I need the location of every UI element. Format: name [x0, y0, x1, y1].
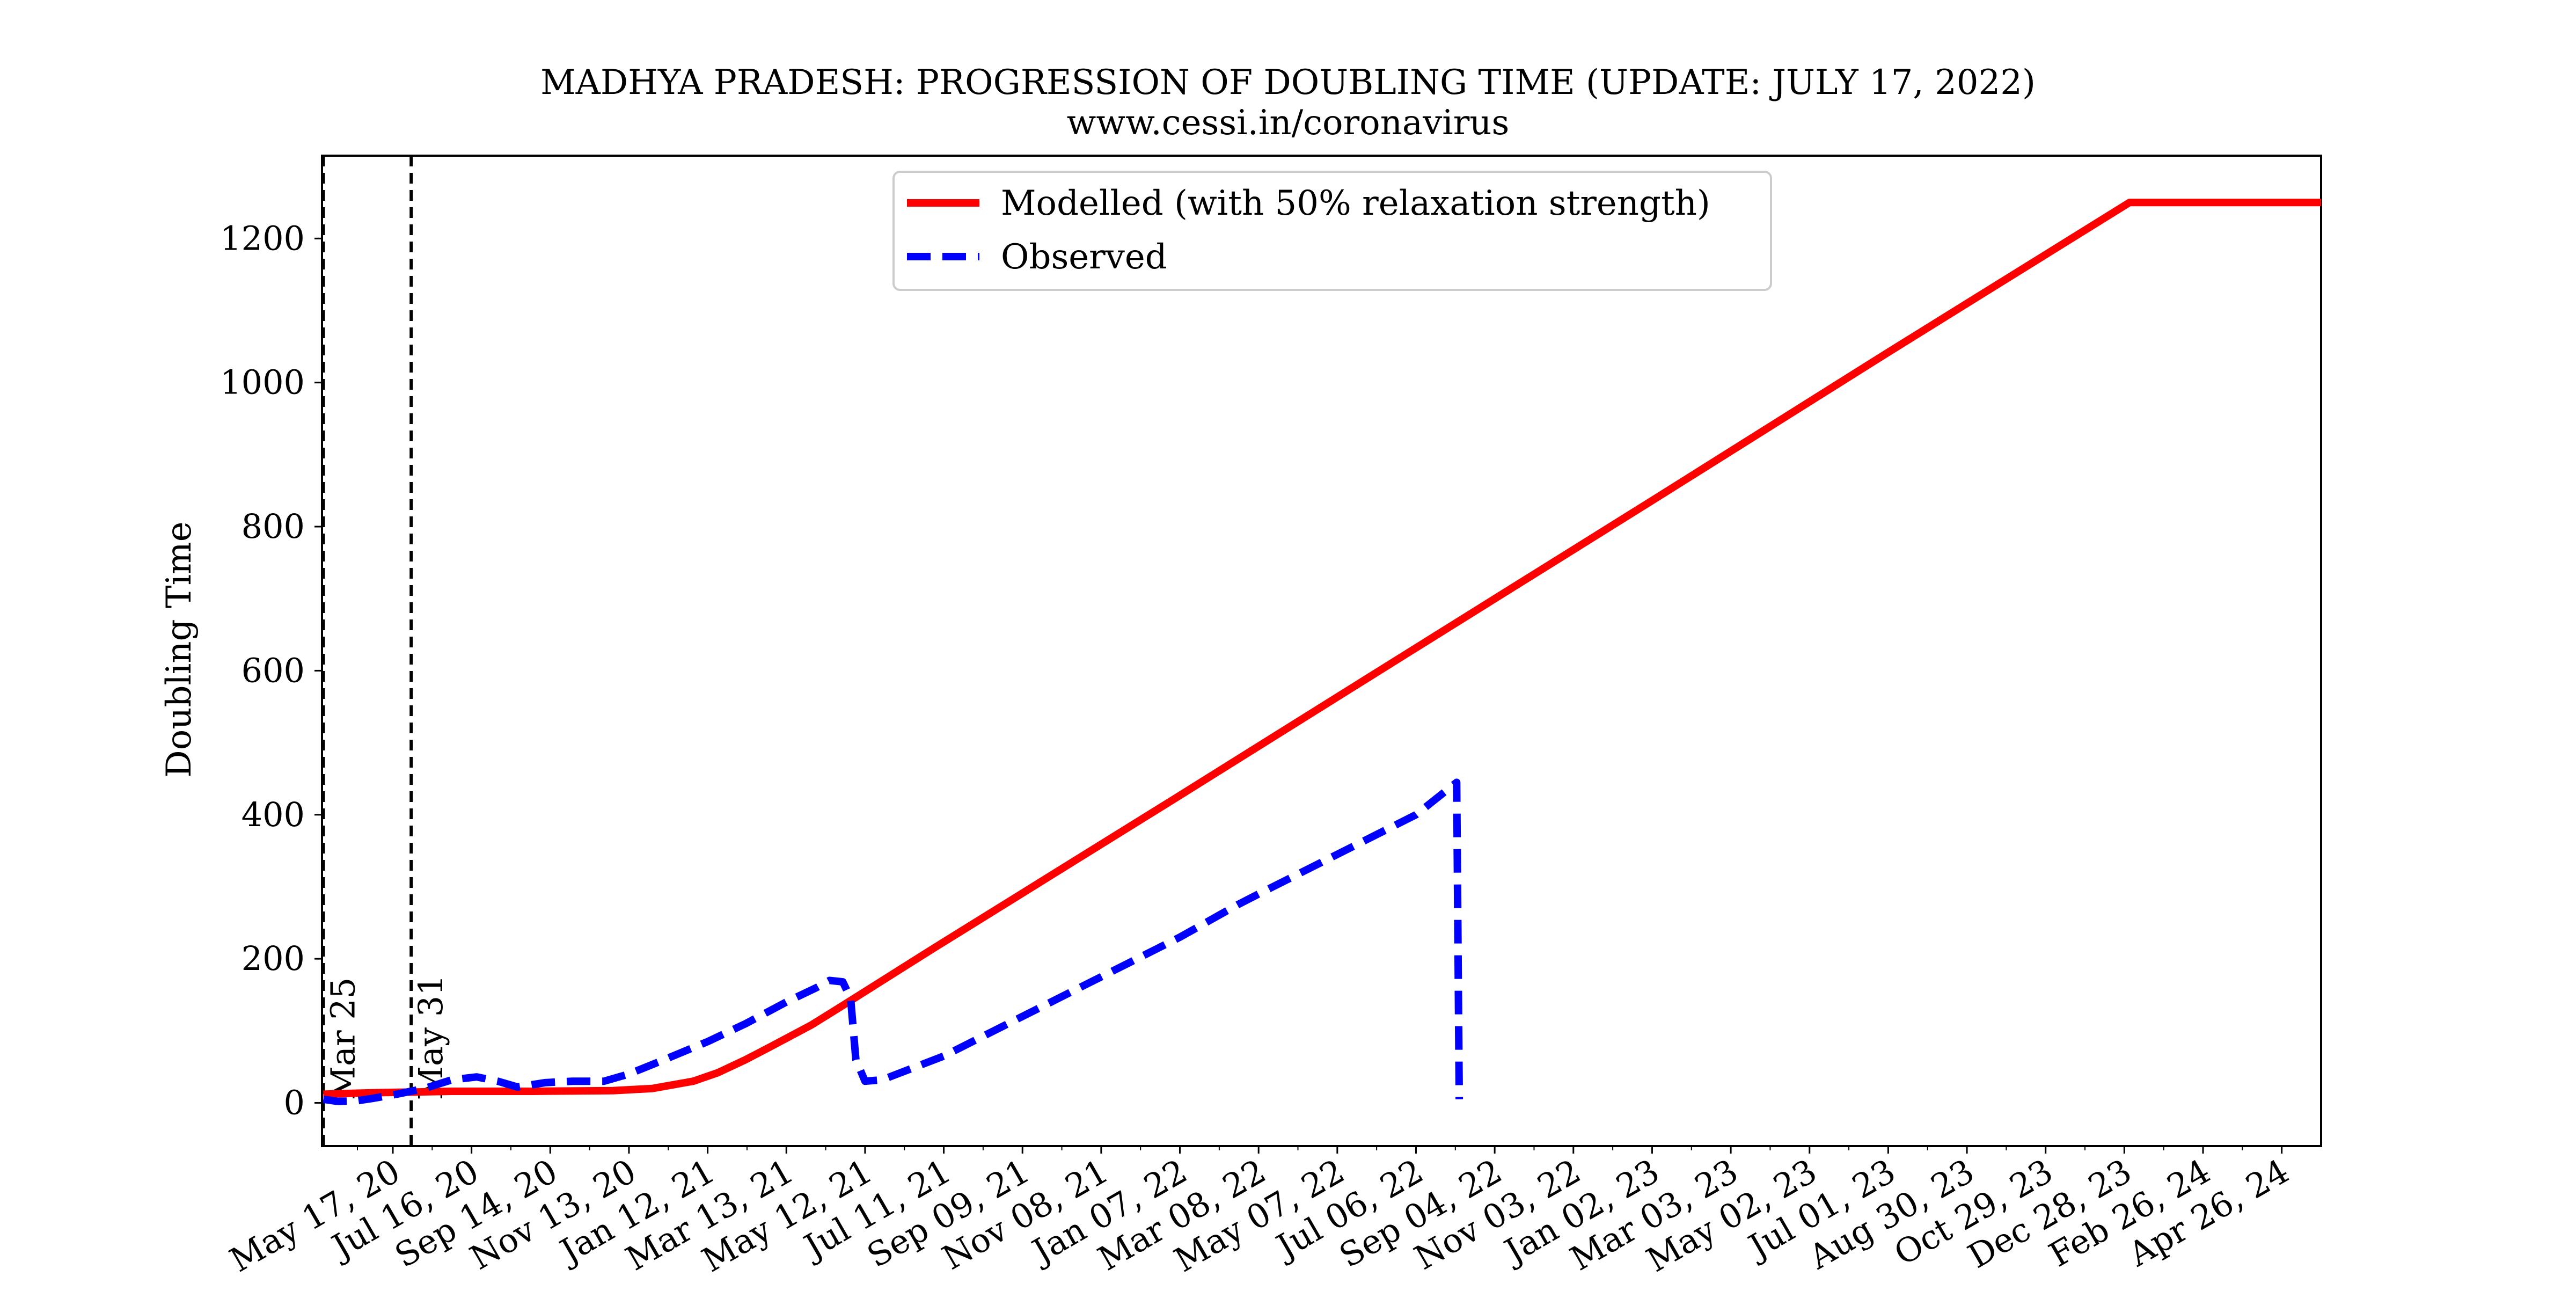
series-line-observed — [323, 778, 1463, 1105]
y-tick-label: 1200 — [220, 218, 305, 258]
y-tick-label: 400 — [241, 795, 305, 834]
chart-title: MADHYA PRADESH: PROGRESSION OF DOUBLING … — [540, 63, 2036, 103]
y-tick-label: 600 — [241, 651, 305, 690]
event-label: Mar 25 — [323, 978, 362, 1100]
y-tick-label: 0 — [284, 1083, 305, 1122]
chart-subtitle: www.cessi.in/coronavirus — [1067, 103, 1510, 143]
series-line-modelled — [323, 199, 2321, 1098]
y-tick-label: 1000 — [220, 363, 305, 402]
plot-frame — [321, 155, 2322, 1147]
legend-label: Modelled (with 50% relaxation strength) — [1001, 184, 1710, 223]
y-axis-label: Doubling Time — [159, 521, 199, 777]
y-tick-label: 800 — [241, 507, 305, 546]
y-tick-label: 200 — [241, 939, 305, 978]
legend-label: Observed — [1001, 237, 1167, 277]
legend-box — [892, 171, 1772, 291]
